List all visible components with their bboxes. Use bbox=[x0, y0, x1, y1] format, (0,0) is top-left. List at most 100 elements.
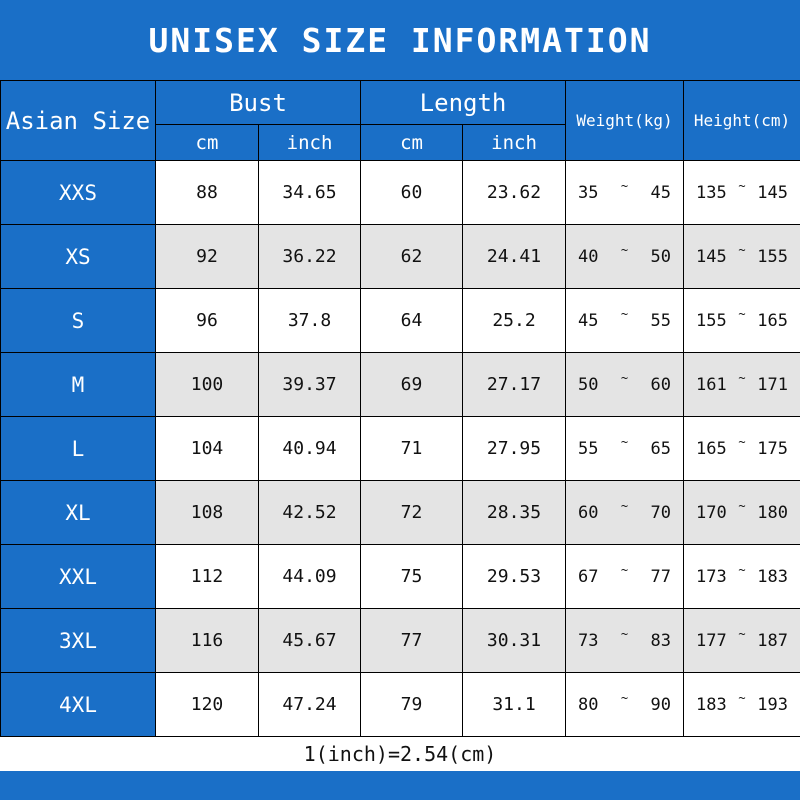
height-cell: 165 ~175 bbox=[683, 416, 800, 481]
tilde-symbol: ~ bbox=[620, 562, 629, 577]
height-max: 183 bbox=[757, 566, 789, 587]
weight-min: 55 bbox=[578, 438, 599, 459]
tilde-symbol: ~ bbox=[620, 690, 629, 705]
header-height: Height(cm) bbox=[683, 80, 800, 161]
tilde-symbol: ~ bbox=[620, 626, 629, 641]
length-cm-cell: 75 bbox=[360, 544, 464, 609]
bust-inch-cell: 42.52 bbox=[257, 480, 362, 545]
length-inch-cell: 29.53 bbox=[462, 544, 567, 609]
title-banner: UNISEX SIZE INFORMATION bbox=[0, 0, 800, 80]
size-cell: XS bbox=[0, 224, 156, 289]
weight-max: 50 bbox=[650, 246, 672, 267]
weight-cell: 55 ~65 bbox=[565, 416, 685, 481]
header-row-groups: Asian Size Bust Length Weight(kg) Height… bbox=[0, 80, 800, 161]
bust-cm-cell: 120 bbox=[155, 672, 259, 737]
tilde-symbol: ~ bbox=[738, 626, 746, 641]
weight-min: 50 bbox=[578, 374, 599, 395]
bust-inch-cell: 36.22 bbox=[257, 224, 362, 289]
height-max: 155 bbox=[757, 246, 789, 267]
size-cell: S bbox=[0, 288, 156, 353]
weight-cell: 45 ~55 bbox=[565, 288, 685, 353]
header-bust-inch: inch bbox=[257, 124, 362, 161]
weight-cell: 67 ~77 bbox=[565, 544, 685, 609]
weight-min: 45 bbox=[578, 310, 599, 331]
bust-inch-cell: 44.09 bbox=[257, 544, 362, 609]
weight-max: 65 bbox=[650, 438, 672, 459]
tilde-symbol: ~ bbox=[738, 498, 746, 513]
weight-cell: 40 ~50 bbox=[565, 224, 685, 289]
tilde-symbol: ~ bbox=[620, 370, 629, 385]
length-inch-cell: 25.2 bbox=[462, 288, 567, 353]
table-row: 4XL 120 47.24 79 31.1 80 ~90 183 ~193 bbox=[0, 672, 800, 737]
length-inch-cell: 30.31 bbox=[462, 608, 567, 673]
height-min: 177 bbox=[696, 630, 727, 651]
height-min: 183 bbox=[696, 694, 727, 715]
size-cell: XL bbox=[0, 480, 156, 545]
weight-cell: 80 ~90 bbox=[565, 672, 685, 737]
bust-inch-cell: 37.8 bbox=[257, 288, 362, 353]
height-min: 135 bbox=[696, 182, 727, 203]
height-max: 175 bbox=[757, 438, 789, 459]
weight-min: 60 bbox=[578, 502, 599, 523]
length-inch-cell: 28.35 bbox=[462, 480, 567, 545]
height-cell: 183 ~193 bbox=[683, 672, 800, 737]
length-inch-cell: 31.1 bbox=[462, 672, 567, 737]
size-cell: 3XL bbox=[0, 608, 156, 673]
tilde-symbol: ~ bbox=[620, 498, 629, 513]
tilde-symbol: ~ bbox=[738, 178, 746, 193]
height-max: 145 bbox=[757, 182, 789, 203]
height-min: 170 bbox=[696, 502, 727, 523]
weight-max: 90 bbox=[650, 694, 672, 715]
table-row: L 104 40.94 71 27.95 55 ~65 165 ~175 bbox=[0, 416, 800, 481]
weight-cell: 50 ~60 bbox=[565, 352, 685, 417]
table-row: S 96 37.8 64 25.2 45 ~55 155 ~165 bbox=[0, 288, 800, 353]
size-cell: XXL bbox=[0, 544, 156, 609]
bottom-bar bbox=[0, 771, 800, 800]
bust-inch-cell: 45.67 bbox=[257, 608, 362, 673]
header-length: Length bbox=[360, 80, 567, 125]
table-row: XL 108 42.52 72 28.35 60 ~70 170 ~180 bbox=[0, 480, 800, 545]
weight-cell: 35 ~45 bbox=[565, 160, 685, 225]
weight-max: 60 bbox=[650, 374, 672, 395]
tilde-symbol: ~ bbox=[620, 306, 629, 321]
tilde-symbol: ~ bbox=[738, 434, 746, 449]
size-table: Asian Size Bust Length Weight(kg) Height… bbox=[0, 80, 800, 737]
weight-min: 73 bbox=[578, 630, 599, 651]
bust-cm-cell: 88 bbox=[155, 160, 259, 225]
weight-max: 83 bbox=[650, 630, 672, 651]
length-inch-cell: 27.95 bbox=[462, 416, 567, 481]
chart-title: UNISEX SIZE INFORMATION bbox=[148, 20, 652, 60]
table-row: XS 92 36.22 62 24.41 40 ~50 145 ~155 bbox=[0, 224, 800, 289]
length-inch-cell: 27.17 bbox=[462, 352, 567, 417]
height-max: 165 bbox=[757, 310, 789, 331]
weight-max: 55 bbox=[650, 310, 672, 331]
weight-min: 35 bbox=[578, 182, 599, 203]
height-min: 155 bbox=[696, 310, 727, 331]
tilde-symbol: ~ bbox=[738, 242, 746, 257]
header-length-cm: cm bbox=[360, 124, 464, 161]
table-row: M 100 39.37 69 27.17 50 ~60 161 ~171 bbox=[0, 352, 800, 417]
height-min: 173 bbox=[696, 566, 727, 587]
header-asian-size: Asian Size bbox=[0, 80, 156, 161]
length-inch-cell: 23.62 bbox=[462, 160, 567, 225]
tilde-symbol: ~ bbox=[620, 178, 629, 193]
tilde-symbol: ~ bbox=[738, 562, 746, 577]
length-cm-cell: 62 bbox=[360, 224, 464, 289]
header-weight: Weight(kg) bbox=[565, 80, 685, 161]
weight-min: 40 bbox=[578, 246, 599, 267]
header-length-inch: inch bbox=[462, 124, 567, 161]
header-bust-cm: cm bbox=[155, 124, 259, 161]
conversion-note: 1(inch)=2.54(cm) bbox=[0, 737, 800, 771]
header-row-units: cm inch cm inch bbox=[1, 124, 800, 161]
height-cell: 161 ~171 bbox=[683, 352, 800, 417]
weight-max: 45 bbox=[650, 182, 672, 203]
length-cm-cell: 79 bbox=[360, 672, 464, 737]
table-row: XXS 88 34.65 60 23.62 35 ~45 135 ~145 bbox=[0, 160, 800, 225]
length-cm-cell: 72 bbox=[360, 480, 464, 545]
bust-inch-cell: 39.37 bbox=[257, 352, 362, 417]
bust-cm-cell: 104 bbox=[155, 416, 259, 481]
height-min: 161 bbox=[696, 374, 727, 395]
header-bust: Bust bbox=[154, 80, 362, 125]
length-cm-cell: 77 bbox=[360, 608, 464, 673]
length-cm-cell: 69 bbox=[360, 352, 464, 417]
